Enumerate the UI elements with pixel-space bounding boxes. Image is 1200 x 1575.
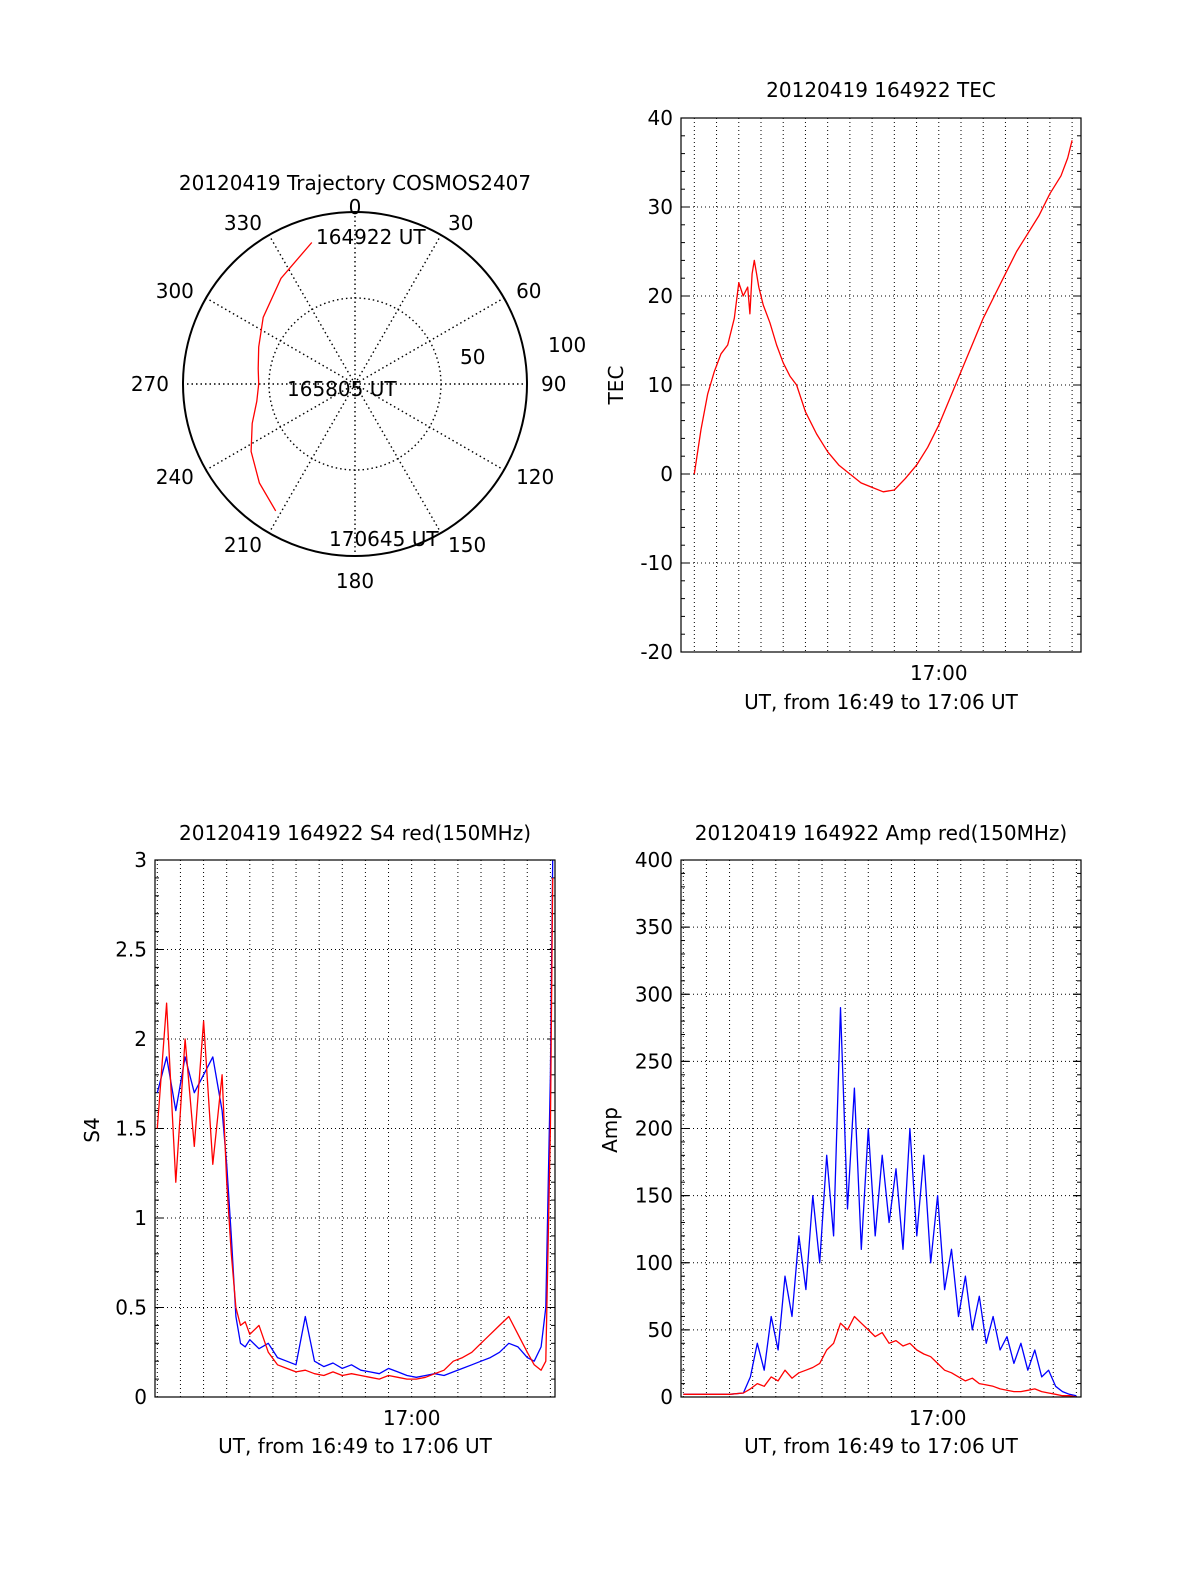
amp-y-axis-label: Amp	[598, 1107, 622, 1153]
polar-azimuth-label-0: 0	[349, 195, 362, 219]
tec-y-tick-label: -10	[640, 551, 673, 575]
s4-series-line-blue	[156, 859, 554, 1378]
amp-y-tick-label: 300	[635, 982, 673, 1006]
s4-line-chart: 20120419 164922 S4 red(150MHz) S4 UT, fr…	[80, 821, 556, 1458]
tec-chart-title: 20120419 164922 TEC	[766, 78, 996, 102]
trajectory-track-line	[250, 242, 313, 512]
polar-azimuth-label-300: 300	[156, 279, 194, 303]
polar-azimuth-label-30: 30	[448, 211, 473, 235]
tec-y-tick-label: -20	[640, 640, 673, 664]
tec-x-axis-label: UT, from 16:49 to 17:06 UT	[744, 690, 1019, 714]
trajectory-polar-chart: 20120419 Trajectory COSMOS2407 0 30 60 90 12…	[131, 171, 586, 593]
tec-series-line-red	[693, 140, 1073, 493]
polar-azimuth-label-60: 60	[516, 279, 541, 303]
polar-spoke-300	[205, 297, 356, 385]
amp-y-tick-label: 200	[635, 1117, 673, 1141]
polar-spoke-30	[354, 234, 442, 385]
polar-spoke-330	[268, 234, 356, 385]
amp-y-tick-label: 0	[660, 1385, 673, 1409]
polar-radial-label-100: 100	[548, 333, 586, 357]
polar-azimuth-label-150: 150	[448, 533, 486, 557]
tec-y-tick-label: 0	[660, 462, 673, 486]
s4-y-tick-label: 3	[134, 848, 147, 872]
amp-plot-frame	[680, 859, 1082, 1398]
s4-y-tick-label: 1.5	[115, 1117, 147, 1141]
polar-azimuth-label-240: 240	[156, 465, 194, 489]
s4-plot-frame	[154, 859, 556, 1398]
tec-y-tick-label: 10	[648, 373, 673, 397]
polar-chart-title: 20120419 Trajectory COSMOS2407	[179, 171, 531, 195]
s4-x-axis-label: UT, from 16:49 to 17:06 UT	[218, 1434, 493, 1458]
amp-y-tick-label: 50	[648, 1318, 673, 1342]
s4-chart-title: 20120419 164922 S4 red(150MHz)	[179, 821, 531, 845]
amp-y-tick-label: 250	[635, 1049, 673, 1073]
tec-x-tick-label: 17:00	[910, 661, 968, 685]
polar-azimuth-label-270: 270	[131, 372, 169, 396]
trajectory-end-label: 170645 UT	[329, 527, 439, 551]
polar-radial-label-50: 50	[460, 345, 485, 369]
tec-line-chart: 20120419 164922 TEC TEC UT, from 16:49 t…	[604, 78, 1082, 714]
polar-grid	[183, 212, 527, 556]
polar-azimuth-label-210: 210	[224, 533, 262, 557]
polar-spoke-210	[268, 383, 356, 534]
amp-y-tick-label: 100	[635, 1251, 673, 1275]
s4-y-tick-label: 0	[134, 1385, 147, 1409]
polar-azimuth-label-180: 180	[336, 569, 374, 593]
polar-azimuth-labels: 0 30 60 90 120 150 180 210 240 270 300 330	[131, 195, 567, 593]
amp-y-tick-label: 150	[635, 1184, 673, 1208]
tec-plot-frame	[680, 117, 1082, 653]
amp-x-axis-label: UT, from 16:49 to 17:06 UT	[744, 1434, 1019, 1458]
polar-azimuth-label-120: 120	[516, 465, 554, 489]
amp-series-line-blue	[683, 1007, 1077, 1397]
trajectory-mid-label: 165805 UT	[287, 377, 397, 401]
amp-x-tick-label: 17:00	[909, 1406, 967, 1430]
tec-y-tick-label: 30	[648, 195, 673, 219]
tec-y-axis-label: TEC	[604, 366, 628, 406]
s4-y-tick-label: 2.5	[115, 938, 147, 962]
amp-line-chart: 20120419 164922 Amp red(150MHz) Amp UT, …	[598, 821, 1082, 1458]
polar-azimuth-label-90: 90	[541, 372, 566, 396]
polar-spoke-240	[205, 383, 356, 471]
polar-azimuth-label-330: 330	[224, 211, 262, 235]
amp-chart-title: 20120419 164922 Amp red(150MHz)	[695, 821, 1067, 845]
s4-y-axis-label: S4	[80, 1117, 104, 1142]
trajectory-start-label: 164922 UT	[316, 225, 426, 249]
tec-y-tick-label: 40	[648, 106, 673, 130]
s4-x-tick-label: 17:00	[383, 1406, 441, 1430]
polar-spoke-150	[354, 383, 442, 534]
polar-outer-ring	[182, 211, 528, 557]
polar-spoke-120	[354, 383, 505, 471]
amp-y-tick-label: 350	[635, 915, 673, 939]
s4-y-tick-label: 0.5	[115, 1296, 147, 1320]
s4-y-tick-label: 2	[134, 1027, 147, 1051]
polar-spoke-60	[354, 297, 505, 385]
amp-y-tick-label: 400	[635, 848, 673, 872]
s4-y-tick-label: 1	[134, 1206, 147, 1230]
tec-y-tick-label: 20	[648, 284, 673, 308]
amp-series-line-red	[683, 1315, 1077, 1398]
s4-series-line-red	[156, 877, 554, 1380]
